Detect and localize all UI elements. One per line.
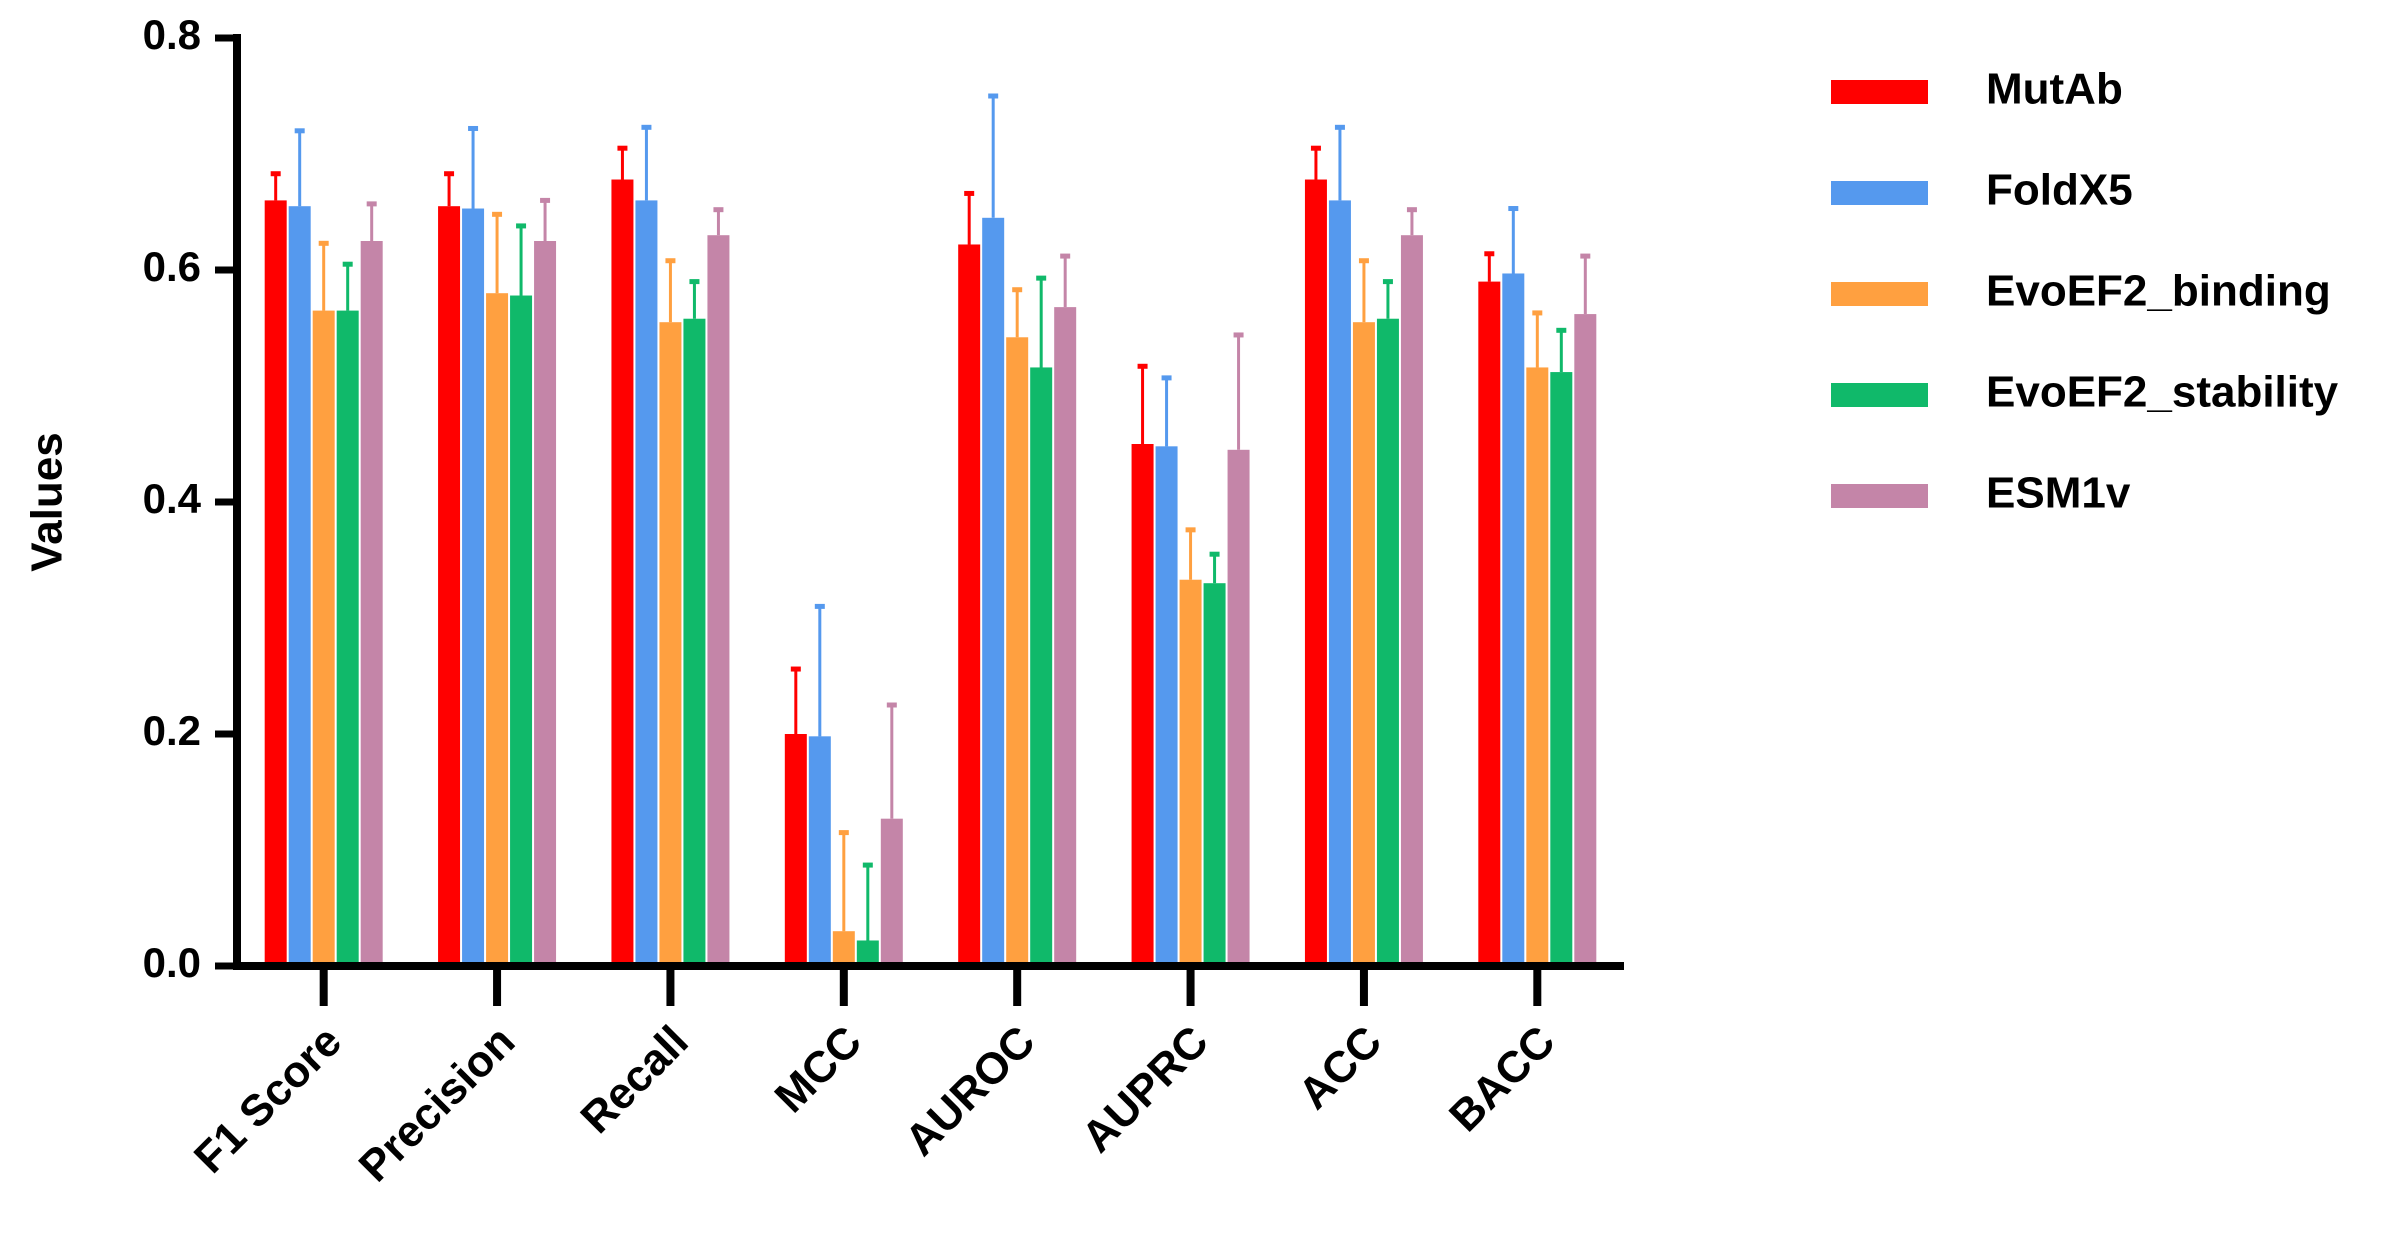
bar	[1304, 179, 1327, 966]
bar	[1526, 367, 1549, 966]
bar	[1550, 372, 1573, 967]
bar	[982, 217, 1005, 967]
bar	[1131, 444, 1154, 966]
bar	[1574, 314, 1597, 967]
bar	[336, 310, 359, 967]
y-tick-label: 0.4	[143, 475, 202, 522]
bar	[1006, 337, 1029, 966]
bar	[534, 241, 557, 966]
bar	[1227, 449, 1250, 966]
bar	[958, 244, 981, 967]
x-tick-label: Recall	[571, 1017, 697, 1143]
bar	[1030, 367, 1053, 966]
x-tick-label: F1 Score	[185, 1017, 351, 1183]
bar	[659, 322, 682, 966]
legend-label: MutAb	[1986, 65, 2123, 114]
x-tick-label: BACC	[1440, 1017, 1565, 1142]
y-axis-label: Values	[23, 432, 72, 571]
bar	[1203, 583, 1226, 966]
y-tick-label: 0.8	[143, 11, 201, 58]
bar	[312, 310, 335, 967]
x-tick-label: MCC	[766, 1017, 872, 1123]
bar	[1352, 322, 1375, 966]
bar	[462, 208, 485, 966]
bar	[856, 940, 879, 966]
bar	[1054, 307, 1077, 966]
legend-swatch	[1831, 383, 1928, 407]
bar	[1478, 281, 1501, 967]
bar	[832, 931, 855, 966]
bar	[611, 179, 634, 966]
y-tick-label: 0.6	[143, 243, 201, 290]
bar	[288, 206, 311, 966]
bar	[1376, 318, 1399, 967]
bar	[1155, 446, 1178, 966]
bar	[880, 818, 903, 966]
x-tick-label: AUPRC	[1073, 1017, 1218, 1162]
bar	[808, 736, 831, 966]
bar	[635, 200, 658, 966]
bar	[1328, 200, 1351, 966]
bar	[784, 734, 807, 966]
bar	[264, 200, 287, 966]
legend-label: EvoEF2_stability	[1986, 368, 2339, 417]
bar	[1502, 273, 1525, 967]
legend-swatch	[1831, 80, 1928, 104]
legend-swatch	[1831, 282, 1928, 306]
bar	[683, 318, 706, 967]
x-tick-label: ACC	[1289, 1017, 1391, 1119]
bar	[486, 293, 509, 966]
bar	[438, 206, 461, 966]
bar	[707, 235, 730, 966]
bar	[360, 241, 383, 966]
bar	[1179, 579, 1202, 966]
bar	[510, 295, 533, 966]
x-tick-label: Precision	[350, 1017, 525, 1192]
bar	[1400, 235, 1423, 966]
legend-label: EvoEF2_binding	[1986, 267, 2331, 316]
legend-swatch	[1831, 181, 1928, 205]
legend-swatch	[1831, 484, 1928, 508]
legend-label: FoldX5	[1986, 166, 2133, 215]
y-tick-label: 0.2	[143, 707, 201, 754]
y-tick-label: 0.0	[143, 939, 201, 986]
legend-label: ESM1v	[1986, 469, 2131, 518]
x-tick-label: AUROC	[896, 1017, 1045, 1166]
